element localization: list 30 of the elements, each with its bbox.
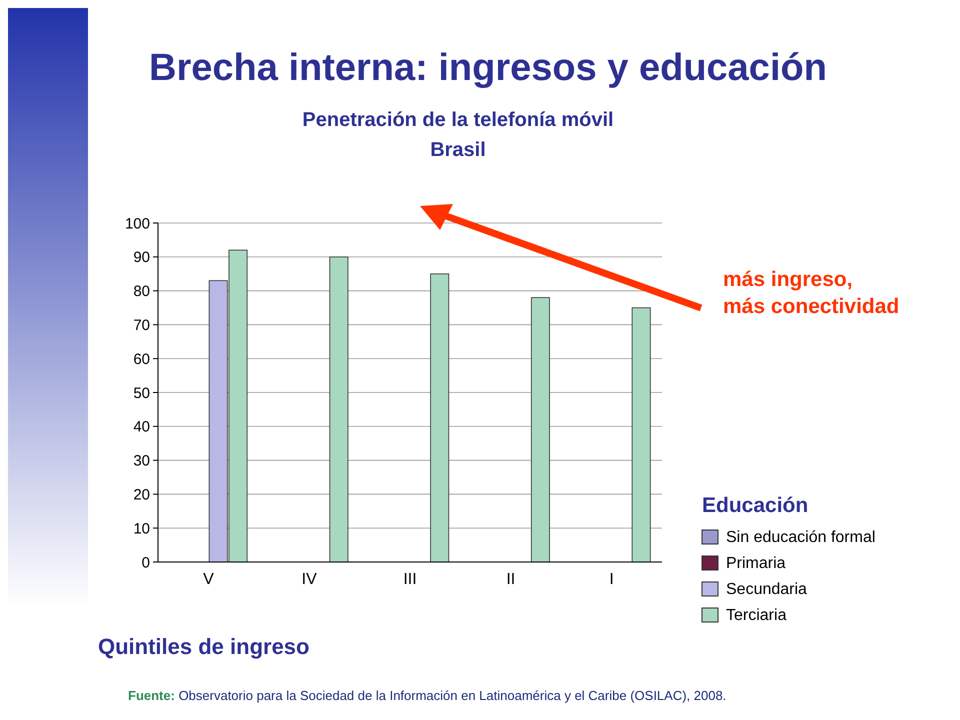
y-tick-label: 70 [133,316,150,334]
bar [530,297,550,562]
bar [430,273,450,562]
chart-title: Brecha interna: ingresos y educación [149,47,827,89]
legend-label: Primaria [726,555,786,572]
legend-label: Secundaria [726,581,808,598]
x-tick-label: I [609,571,614,588]
bar [632,307,651,562]
y-tick-label: 80 [133,283,150,300]
bar [329,256,348,562]
y-tick-label: 100 [124,215,150,232]
y-tick-label: 0 [142,554,150,572]
x-tick-label: III [403,571,417,588]
x-tick-label: IV [302,571,318,588]
text: más ingreso, más conectividad [723,268,900,318]
legend-title: Educación [702,494,808,517]
x-axis-title: Quintiles de ingreso [98,634,310,659]
y-tick-label: 20 [133,486,150,504]
y-tick-label: 90 [133,249,150,266]
legend-label: Terciaria [726,607,787,624]
source-note: Fuente: Observatorio para la Sociedad de la Información en Latinoamérica y el Caribe (OSILAC), 2008. [128,688,726,703]
chart-subtitle: Penetración de la telefonía móvil Brasil [302,109,614,161]
y-tick-label: 30 [133,452,150,470]
legend-label: Sin educación formal [726,529,876,546]
y-tick-label: 40 [133,418,150,436]
y-tick-label: 50 [133,384,150,402]
x-tick-label: V [203,571,214,588]
y-tick-label: 60 [133,350,150,368]
x-tick-label: II [506,571,516,588]
y-tick-label: 10 [133,520,150,538]
